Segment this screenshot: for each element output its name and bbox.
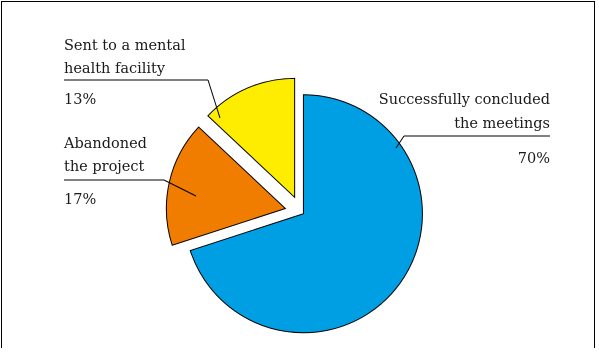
slice-concluded (189, 94, 423, 334)
slice-label-mental-health-line1: Sent to a mental (64, 38, 186, 54)
pie-slices (165, 77, 423, 334)
slice-value-mental-health: 13% (64, 92, 96, 108)
slice-label-concluded: Successfully concluded the meetings 70% (379, 92, 550, 167)
slice-label-abandoned-line1: Abandoned (63, 136, 147, 152)
pie-labels: Successfully concluded the meetings 70% … (63, 38, 550, 208)
slice-label-mental-health: Sent to a mental health facility 13% (64, 38, 221, 119)
slice-value-concluded: 70% (518, 151, 550, 167)
slice-label-concluded-line1: Successfully concluded (379, 92, 550, 108)
leader-line-concluded (395, 135, 405, 149)
slice-label-abandoned: Abandoned the project 17% (63, 136, 197, 208)
chart-frame (1, 1, 595, 348)
slice-mental-health (207, 77, 296, 199)
slice-value-abandoned: 17% (64, 192, 96, 208)
leader-line-abandoned (163, 179, 197, 197)
slice-label-abandoned-line2: the project (64, 159, 144, 175)
slice-label-concluded-line2: the meetings (454, 116, 550, 132)
leader-line-mental-health (207, 79, 221, 119)
slice-label-mental-health-line2: health facility (64, 61, 166, 77)
